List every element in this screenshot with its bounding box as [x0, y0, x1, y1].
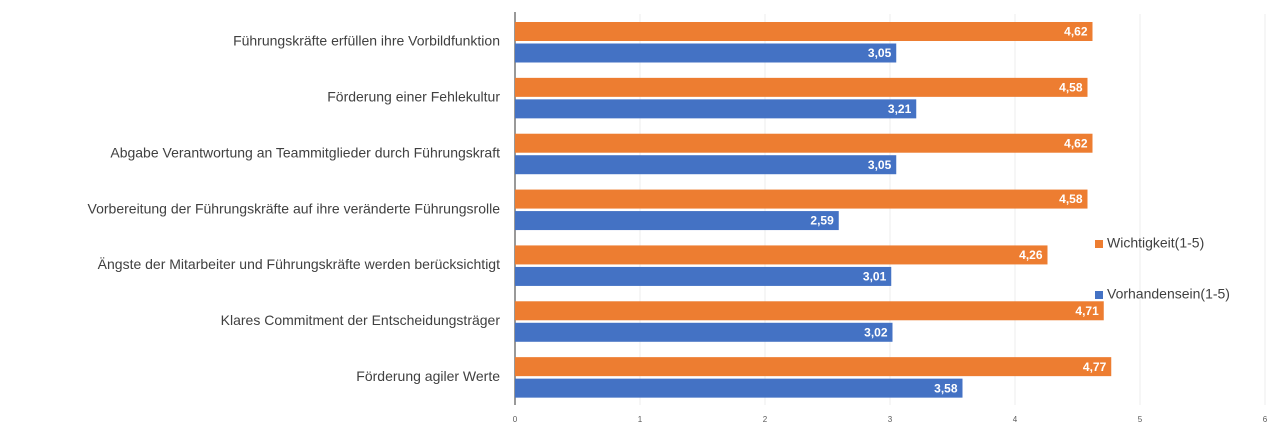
bar — [515, 22, 1093, 41]
legend-label: Wichtigkeit(1-5) — [1107, 235, 1204, 251]
bar — [515, 155, 897, 175]
x-tick-label: 4 — [1013, 415, 1018, 424]
x-tick-label: 6 — [1263, 415, 1268, 424]
bar — [515, 133, 1093, 153]
legend-swatch — [1095, 240, 1103, 248]
bar — [515, 378, 963, 398]
category-label: Förderung agiler Werte — [356, 368, 500, 384]
data-label: 2,59 — [810, 214, 834, 228]
bar — [515, 189, 1088, 209]
category-label: Abgabe Verantwortung an Teammitglieder d… — [110, 144, 500, 160]
bar — [515, 43, 897, 63]
data-label: 4,77 — [1083, 360, 1107, 374]
bar — [515, 322, 893, 342]
data-label: 4,58 — [1059, 192, 1083, 206]
data-label: 3,05 — [868, 46, 892, 60]
x-tick-label: 0 — [513, 415, 518, 424]
legend-label: Vorhandensein(1-5) — [1107, 286, 1230, 302]
bar — [515, 211, 839, 231]
bar — [515, 99, 917, 119]
category-label: Vorbereitung der Führungskräfte auf ihre… — [88, 200, 501, 216]
data-label: 3,01 — [863, 270, 887, 284]
bar — [515, 266, 892, 286]
x-tick-label: 3 — [888, 415, 893, 424]
data-label: 4,71 — [1075, 304, 1099, 318]
category-label: Führungskräfte erfüllen ihre Vorbildfunk… — [233, 33, 500, 49]
data-label: 3,21 — [888, 102, 912, 116]
data-label: 3,58 — [934, 381, 958, 395]
category-label: Klares Commitment der Entscheidungsträge… — [221, 312, 501, 328]
data-label: 4,62 — [1064, 25, 1088, 39]
data-label: 3,05 — [868, 158, 892, 172]
legend-swatch — [1095, 291, 1103, 299]
data-label: 4,26 — [1019, 248, 1043, 262]
category-label: Ängste der Mitarbeiter und Führungskräft… — [98, 256, 500, 272]
x-tick-label: 2 — [763, 415, 768, 424]
x-tick-label: 1 — [638, 415, 643, 424]
data-label: 4,58 — [1059, 81, 1083, 95]
data-label: 4,62 — [1064, 136, 1088, 150]
bar — [515, 245, 1048, 265]
bar — [515, 301, 1104, 321]
bar — [515, 77, 1088, 97]
category-label: Förderung einer Fehlekultur — [327, 89, 500, 105]
data-label: 3,02 — [864, 325, 888, 339]
x-tick-label: 5 — [1138, 415, 1143, 424]
bar — [515, 357, 1112, 377]
